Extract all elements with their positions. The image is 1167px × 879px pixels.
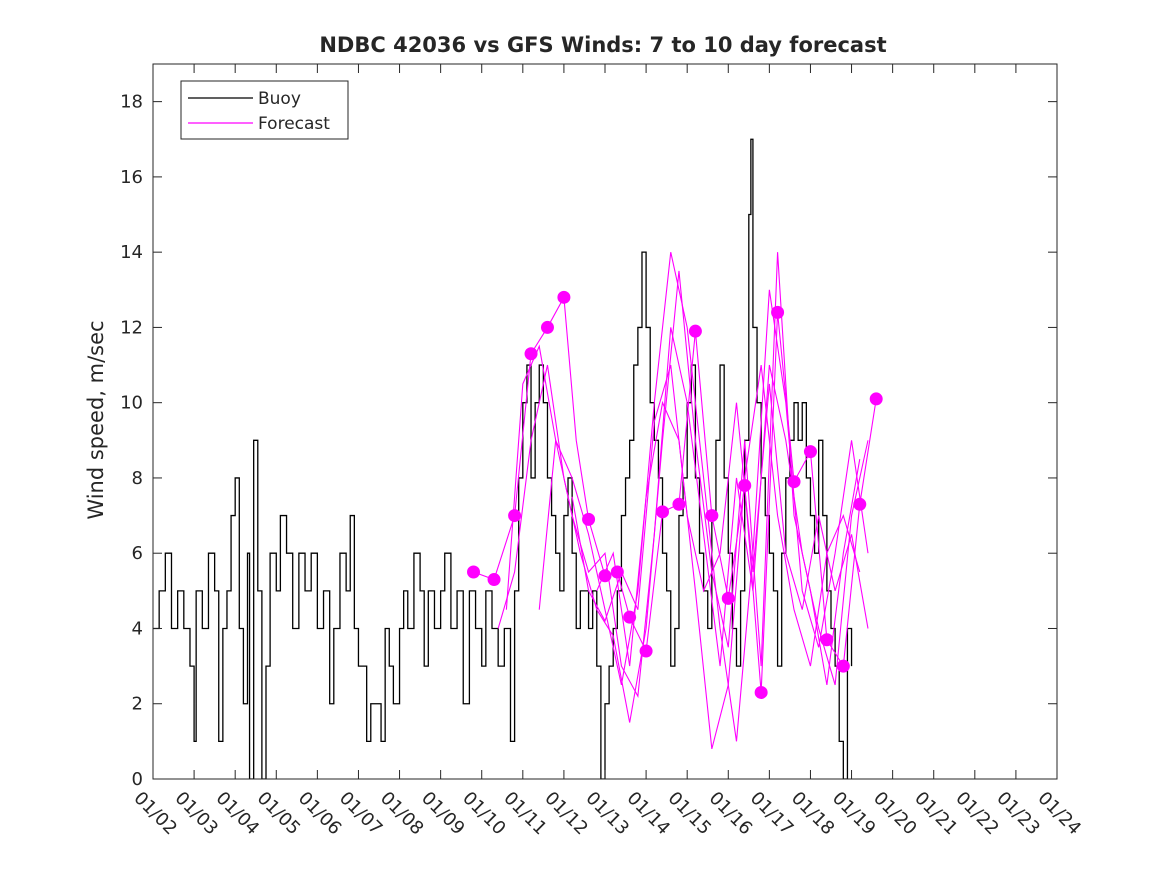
forecast-marker-25 — [869, 392, 883, 406]
legend-label-buoy: Buoy — [258, 89, 301, 109]
plot-area — [153, 138, 883, 779]
forecast-marker-24 — [853, 497, 867, 511]
forecast-marker-8 — [598, 569, 612, 583]
y-tick-label: 10 — [120, 393, 143, 414]
forecast-marker-17 — [738, 478, 752, 492]
y-tick-label: 2 — [132, 694, 143, 715]
forecast-marker-13 — [672, 497, 686, 511]
forecast-marker-11 — [639, 644, 653, 658]
y-tick-label: 16 — [120, 167, 143, 188]
forecast-marker-9 — [610, 565, 624, 579]
forecast-marker-19 — [771, 305, 785, 319]
forecast-marker-10 — [623, 610, 637, 624]
forecast-marker-5 — [540, 320, 554, 334]
y-tick-label: 0 — [132, 769, 143, 790]
x-tick-label: 01/21 — [910, 788, 962, 840]
y-axis-label: Wind speed, m/sec — [84, 320, 108, 519]
x-tick-label: 01/03 — [171, 788, 223, 840]
x-tick-label: 01/10 — [458, 788, 510, 840]
x-tick-label: 01/16 — [705, 788, 757, 840]
x-tick-label: 01/06 — [294, 788, 346, 840]
forecast-marker-6 — [557, 290, 571, 304]
forecast-run-line-6 — [596, 364, 861, 750]
forecast-marker-18 — [754, 685, 768, 699]
axes: 0 2 4 6 8 10 12 14 16 18 01/0201/0301/0401/0501/06… — [120, 63, 1085, 840]
x-tick-label: 01/05 — [253, 788, 305, 840]
x-tick-label: 01/14 — [623, 788, 675, 840]
y-tick-label: 18 — [120, 92, 143, 113]
forecast-marker-21 — [803, 445, 817, 459]
buoy-series-line — [153, 138, 853, 779]
forecast-run-line-2 — [497, 252, 861, 723]
forecast-marker-15 — [705, 509, 719, 523]
x-tick-label: 01/13 — [581, 788, 633, 840]
forecast-marker-3 — [508, 509, 522, 523]
x-tick-label: 01/24 — [1033, 788, 1085, 840]
y-tick-label: 4 — [132, 618, 143, 639]
y-tick-label: 12 — [120, 317, 143, 338]
forecast-marker-12 — [656, 505, 670, 519]
forecast-marker-22 — [820, 633, 834, 647]
forecast-marker-7 — [582, 512, 596, 526]
x-tick-label: 01/12 — [540, 788, 592, 840]
forecast-marker-1 — [467, 565, 481, 579]
legend-box — [180, 80, 349, 140]
x-tick-label: 01/15 — [664, 788, 716, 840]
x-tick-label: 01/04 — [212, 788, 264, 840]
x-tick-label: 01/22 — [951, 788, 1003, 840]
forecast-run-line-4 — [538, 252, 869, 742]
legend-label-forecast: Forecast — [258, 114, 330, 134]
forecast-marker-14 — [688, 324, 702, 338]
y-tick-label: 14 — [120, 242, 143, 263]
forecast-marker-16 — [721, 591, 735, 605]
y-tick-label: 8 — [132, 468, 143, 489]
x-tick-label: 01/08 — [376, 788, 428, 840]
forecast-marker-23 — [836, 659, 850, 673]
x-tick-label: 01/18 — [787, 788, 839, 840]
axes-box — [152, 63, 1058, 780]
x-tick-label: 01/11 — [499, 788, 551, 840]
y-tick-label: 6 — [132, 543, 143, 564]
forecast-marker-20 — [787, 475, 801, 489]
x-tick-label: 01/23 — [992, 788, 1044, 840]
x-tick-label: 01/09 — [417, 788, 469, 840]
x-tick-label: 01/20 — [869, 788, 921, 840]
chart-title: NDBC 42036 vs GFS Winds: 7 to 10 day for… — [319, 33, 886, 57]
forecast-marker-2 — [487, 573, 501, 587]
x-tick-label: 01/19 — [828, 788, 880, 840]
x-tick-label: 01/02 — [129, 788, 181, 840]
legend: Buoy Forecast — [180, 80, 349, 140]
forecast-marker-4 — [524, 347, 538, 361]
x-tick-label: 01/07 — [335, 788, 387, 840]
x-tick-label: 01/17 — [746, 788, 798, 840]
